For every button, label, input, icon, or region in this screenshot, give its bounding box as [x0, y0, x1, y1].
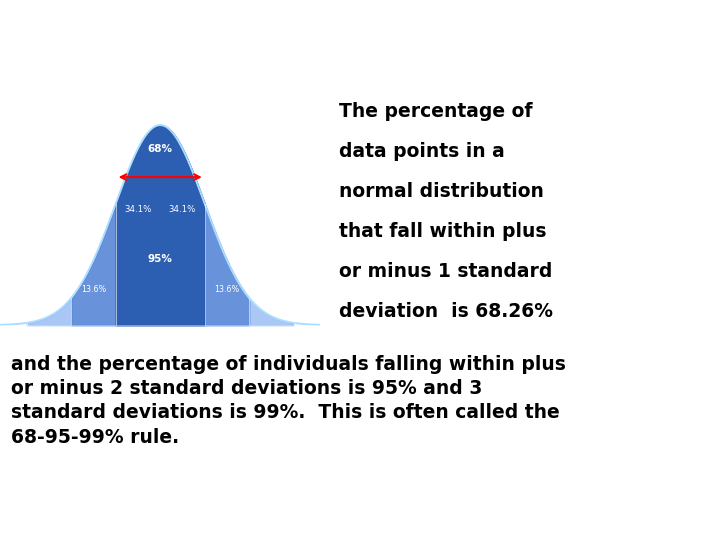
Text: or minus 1 standard: or minus 1 standard — [339, 262, 552, 281]
Text: 34.1%: 34.1% — [125, 205, 152, 214]
Text: and the percentage of individuals falling within plus
or minus 2 standard deviat: and the percentage of individuals fallin… — [11, 355, 566, 447]
Text: 13.6%: 13.6% — [215, 285, 240, 294]
Text: normal distribution: normal distribution — [339, 183, 544, 201]
Text: 34.1%: 34.1% — [168, 205, 196, 214]
Text: +3σ: +3σ — [287, 343, 301, 349]
Text: data points in a: data points in a — [339, 142, 505, 161]
Text: 0: 0 — [158, 343, 162, 349]
Text: -3σ: -3σ — [22, 343, 32, 349]
Text: +2σ: +2σ — [242, 343, 256, 349]
Text: Interesting Facts About Standard Deviations: Interesting Facts About Standard Deviati… — [63, 19, 657, 43]
Text: 13.6%: 13.6% — [81, 285, 106, 294]
Text: Mean, Median, and Mode: Mean, Median, and Mode — [112, 102, 208, 111]
Text: The percentage of: The percentage of — [339, 102, 533, 122]
Text: deviation  is 68.26%: deviation is 68.26% — [339, 302, 553, 321]
Text: 95%: 95% — [148, 254, 173, 264]
Text: that fall within plus: that fall within plus — [339, 222, 546, 241]
Text: 9: 9 — [692, 515, 702, 530]
Text: and Normal Distributions: and Normal Distributions — [192, 62, 528, 86]
Text: -2σ: -2σ — [66, 343, 76, 349]
Text: 68%: 68% — [148, 144, 173, 154]
Text: -1σ: -1σ — [110, 343, 121, 349]
Text: +1σ: +1σ — [198, 343, 212, 349]
